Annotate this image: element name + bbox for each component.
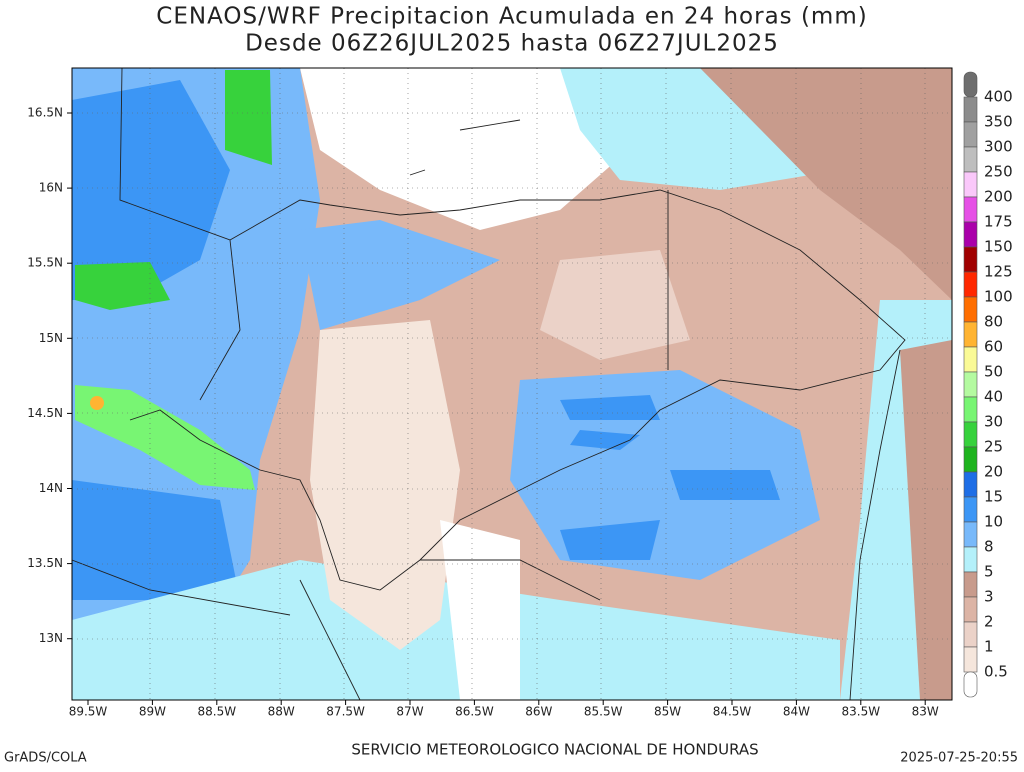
lat-label: 15.5N bbox=[27, 256, 63, 270]
colorbar-label: 2 bbox=[984, 613, 994, 631]
colorbar-box bbox=[963, 396, 978, 423]
lat-label: 16.5N bbox=[27, 106, 63, 120]
colorbar-label: 8 bbox=[984, 538, 994, 556]
colorbar-box bbox=[963, 271, 978, 298]
lon-label: 89W bbox=[139, 705, 166, 719]
colorbar-box bbox=[963, 621, 978, 648]
colorbar-box bbox=[963, 146, 978, 173]
lat-label: 16N bbox=[39, 181, 63, 195]
agency: SERVICIO METEOROLOGICO NACIONAL DE HONDU… bbox=[351, 741, 758, 759]
subtitle: Desde 06Z26JUL2025 hasta 06Z27JUL2025 bbox=[245, 31, 779, 57]
graticule bbox=[72, 68, 952, 700]
colorbar-box bbox=[963, 196, 978, 223]
colorbar-label: 15 bbox=[984, 488, 1003, 506]
colorbar-label: 300 bbox=[984, 138, 1013, 156]
colorbar-box bbox=[963, 246, 978, 273]
colorbar-box bbox=[963, 371, 978, 398]
colorbar-box bbox=[963, 546, 978, 573]
credit: GrADS/COLA bbox=[4, 751, 87, 766]
colorbar-label: 25 bbox=[984, 438, 1003, 456]
title: CENAOS/WRF Precipitacion Acumulada en 24… bbox=[156, 4, 867, 30]
colorbar-box bbox=[963, 421, 978, 448]
colorbar-label: 30 bbox=[984, 413, 1003, 431]
colorbar-label: 0.5 bbox=[984, 663, 1008, 681]
lat-label: 13N bbox=[39, 631, 63, 645]
colorbar-label: 40 bbox=[984, 388, 1003, 406]
colorbar-box bbox=[963, 221, 978, 248]
lon-label: 84.5W bbox=[713, 705, 752, 719]
colorbar-box bbox=[963, 321, 978, 348]
lon-label: 83.5W bbox=[842, 705, 881, 719]
colorbar-label: 3 bbox=[984, 588, 994, 606]
colorbar-label: 350 bbox=[984, 113, 1013, 131]
colorbar-box bbox=[963, 446, 978, 473]
map-frame bbox=[71, 67, 953, 701]
lon-label: 89.5W bbox=[69, 705, 108, 719]
colorbar-box bbox=[963, 671, 978, 698]
colorbar-label: 50 bbox=[984, 363, 1003, 381]
lat-label: 15N bbox=[39, 331, 63, 345]
colorbar-label: 200 bbox=[984, 188, 1013, 206]
lon-label: 85.5W bbox=[584, 705, 623, 719]
colorbar-box bbox=[963, 171, 978, 198]
lon-label: 88W bbox=[268, 705, 295, 719]
lon-label: 86.5W bbox=[455, 705, 494, 719]
colorbar-box bbox=[963, 71, 978, 98]
colorbar-box bbox=[963, 646, 978, 673]
lon-label: 85W bbox=[654, 705, 681, 719]
colorbar-label: 125 bbox=[984, 263, 1013, 281]
colorbar-box bbox=[963, 346, 978, 373]
colorbar-label: 250 bbox=[984, 163, 1013, 181]
lat-label: 13.5N bbox=[27, 556, 63, 570]
colorbar-label: 150 bbox=[984, 238, 1013, 256]
lon-label: 87W bbox=[396, 705, 423, 719]
colorbar-label: 20 bbox=[984, 463, 1003, 481]
colorbar-box bbox=[963, 121, 978, 148]
timestamp: 2025-07-25-20:55 bbox=[900, 751, 1018, 766]
colorbar-label: 80 bbox=[984, 313, 1003, 331]
lon-label: 86W bbox=[525, 705, 552, 719]
lat-label: 14.5N bbox=[27, 406, 63, 420]
colorbar-label: 10 bbox=[984, 513, 1003, 531]
colorbar-label: 5 bbox=[984, 563, 994, 581]
lon-label: 83W bbox=[912, 705, 939, 719]
lon-label: 88.5W bbox=[198, 705, 237, 719]
colorbar-label: 1 bbox=[984, 638, 994, 656]
colorbar-label: 100 bbox=[984, 288, 1013, 306]
colorbar-box bbox=[963, 296, 978, 323]
colorbar-box bbox=[963, 571, 978, 598]
colorbar-label: 175 bbox=[984, 213, 1013, 231]
colorbar-box bbox=[963, 96, 978, 123]
colorbar-box bbox=[963, 521, 978, 548]
colorbar-box bbox=[963, 496, 978, 523]
precip-field bbox=[72, 68, 952, 700]
colorbar-label: 400 bbox=[984, 88, 1013, 106]
colorbar-box bbox=[963, 471, 978, 498]
lat-label: 14N bbox=[39, 481, 63, 495]
lon-label: 84W bbox=[783, 705, 810, 719]
colorbar-label: 60 bbox=[984, 338, 1003, 356]
lon-label: 87.5W bbox=[326, 705, 365, 719]
colorbar-box bbox=[963, 596, 978, 623]
